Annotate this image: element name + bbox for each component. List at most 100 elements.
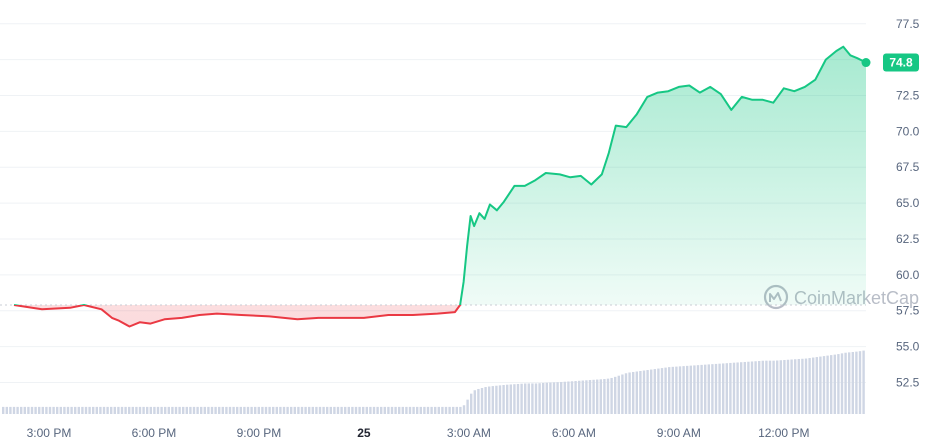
volume-bar (30, 406, 34, 414)
volume-bar (660, 368, 664, 414)
volume-bar (682, 366, 685, 414)
volume-bar (668, 367, 671, 414)
volume-bar (99, 406, 102, 414)
volume-bar (272, 406, 275, 414)
volume-bar (635, 371, 638, 414)
volume-bar (599, 379, 602, 414)
y-tick-label: 52.5 (896, 375, 920, 389)
volume-bar (585, 380, 588, 414)
volume-bar (646, 370, 649, 414)
x-tick-label: 6:00 PM (132, 426, 177, 440)
volume-bar (480, 388, 484, 414)
volume-bar (16, 406, 19, 414)
volume-bar (318, 406, 322, 414)
volume-bar (758, 360, 761, 414)
y-tick-label: 55.0 (896, 340, 920, 354)
volume-bar (84, 406, 88, 414)
volume-bar (704, 364, 707, 414)
x-tick-label: 9:00 AM (657, 426, 701, 440)
volume-bar (606, 378, 610, 414)
volume-bar (696, 365, 700, 414)
volume-bar (210, 406, 214, 414)
volume-bar (632, 371, 635, 414)
volume-bar (275, 406, 278, 414)
volume-bar (628, 372, 631, 414)
x-tick-label: 3:00 PM (27, 426, 72, 440)
volume-bar (117, 406, 120, 414)
volume-bar (858, 351, 862, 414)
volume-bar (750, 361, 754, 414)
price-line-up (14, 45, 867, 305)
x-tick-label: 12:00 PM (758, 426, 809, 440)
volume-bar (754, 361, 757, 414)
volume-bar (416, 406, 419, 414)
volume-bar (560, 381, 563, 414)
price-lines (13, 45, 867, 328)
volume-bar (228, 406, 232, 414)
volume-bar (563, 381, 566, 414)
volume-bar (430, 406, 433, 414)
volume-bar (819, 356, 822, 414)
volume-bar (146, 406, 149, 414)
x-tick-label: 25 (357, 426, 371, 440)
volume-bar (509, 384, 512, 414)
volume-bar (714, 363, 718, 414)
volume-bar (264, 406, 268, 414)
volume-bar (297, 406, 300, 414)
volume-bar (844, 352, 847, 414)
volume-bar (466, 399, 469, 414)
volume-bar (329, 406, 332, 414)
volume-bar (200, 406, 203, 414)
volume-bar (477, 388, 480, 414)
volume-bar (308, 406, 311, 414)
volume-bar (56, 406, 59, 414)
volume-bar (686, 365, 689, 414)
volume-bar (444, 406, 448, 414)
y-tick-label: 67.5 (896, 160, 920, 174)
volume-bar (358, 406, 361, 414)
volume-bar (182, 406, 185, 414)
volume-bar (790, 359, 793, 414)
volume-bar (484, 387, 487, 414)
volume-bar (408, 406, 412, 414)
x-tick-label: 9:00 PM (237, 426, 282, 440)
volume-bar (12, 406, 16, 414)
price-areas (14, 46, 866, 327)
volume-bar (502, 384, 505, 414)
volume-bar (437, 406, 440, 414)
volume-bar (549, 382, 552, 414)
volume-bar (398, 406, 401, 414)
x-tick-label: 6:00 AM (552, 426, 596, 440)
volume-bar (491, 386, 494, 414)
volume-bar (693, 365, 696, 414)
volume-bar (63, 406, 66, 414)
volume-bar (156, 406, 160, 414)
volume-bar (653, 369, 656, 414)
volume-bar (66, 406, 70, 414)
volume-bar (520, 383, 523, 414)
volume-bar (239, 406, 242, 414)
volume-bar (77, 406, 80, 414)
volume-bar (333, 406, 336, 414)
volume-bar (552, 382, 556, 414)
volume-bar (516, 383, 520, 414)
volume-bar (192, 406, 196, 414)
volume-bar (495, 385, 498, 414)
volume-bar (624, 373, 628, 414)
volume-bar (513, 384, 516, 414)
volume-bar (610, 377, 613, 414)
price-area-down (14, 304, 461, 327)
volume-bar (592, 379, 595, 414)
volume-bar (570, 381, 574, 414)
volume-bar (232, 406, 235, 414)
volume-bar (578, 380, 581, 414)
volume-bar (2, 406, 5, 414)
volume-bar (434, 406, 437, 414)
volume-bar (257, 406, 260, 414)
volume-bar (740, 362, 743, 414)
volume-bar (340, 406, 343, 414)
volume-bar (20, 406, 23, 414)
volume-bar (113, 406, 116, 414)
volume-bar (675, 366, 678, 414)
volume-bar (218, 406, 221, 414)
